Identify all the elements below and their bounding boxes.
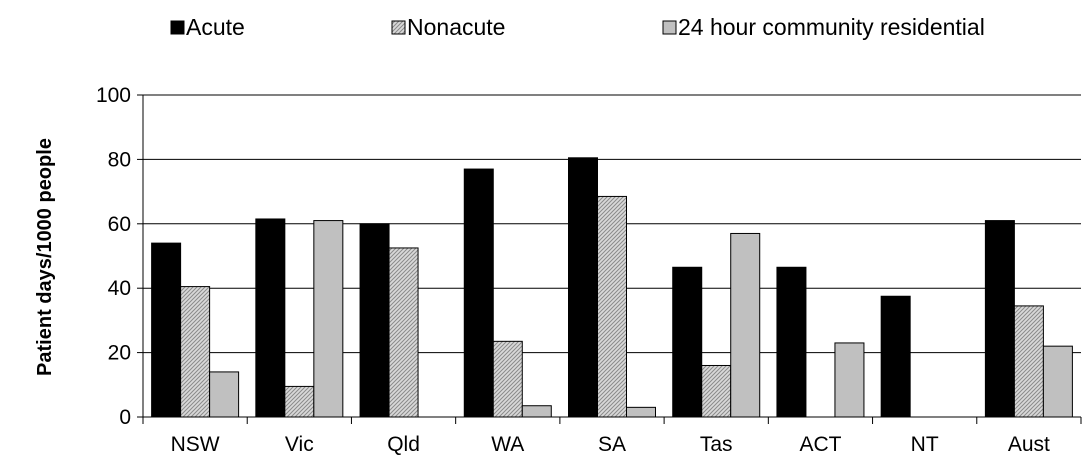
bar-acute-aust [984, 220, 1015, 418]
legend: Acute Nonacute 24 hour community residen… [170, 14, 985, 40]
y-tick-label: 20 [108, 342, 131, 365]
legend-swatch-nonacute [391, 20, 406, 35]
y-axis-title: Patient days/1000 people [34, 138, 56, 376]
x-tick-label: WA [491, 433, 524, 456]
x-tick-label: Aust [1008, 433, 1050, 456]
bar-acute-qld [359, 223, 390, 418]
bar-nonacute-tas [701, 364, 732, 418]
y-tick-label: 60 [108, 213, 131, 236]
y-tick-label: 40 [108, 277, 131, 300]
y-tick-label: 80 [108, 148, 131, 171]
y-tick-label: 0 [119, 406, 131, 429]
bar-24-hour-community-residential-wa [521, 405, 552, 418]
legend-label-residential: 24 hour community residential [678, 14, 985, 40]
bar-nonacute-wa [492, 340, 523, 418]
bar-acute-sa [568, 157, 598, 418]
x-tick-label: SA [598, 433, 626, 456]
bar-acute-nsw [151, 242, 182, 418]
legend-label-nonacute: Nonacute [407, 14, 505, 40]
legend-swatch-acute [170, 20, 185, 35]
legend-swatch-residential [662, 20, 677, 35]
bar-acute-wa [463, 168, 494, 418]
x-tick-label: NT [911, 433, 939, 456]
legend-label-acute: Acute [186, 14, 245, 40]
bar-24-hour-community-residential-aust [1042, 345, 1073, 418]
y-tick-label: 100 [96, 84, 131, 107]
bar-nonacute-sa [597, 195, 627, 418]
bar-24-hour-community-residential-vic [313, 220, 344, 418]
x-tick-label: Qld [387, 433, 420, 456]
bar-acute-act [776, 266, 807, 418]
bar-nonacute-aust [1013, 305, 1044, 418]
x-tick-label: ACT [799, 433, 841, 456]
bar-acute-tas [672, 266, 703, 418]
bar-24-hour-community-residential-sa [626, 406, 656, 418]
bar-24-hour-community-residential-tas [730, 232, 761, 418]
bar-acute-nt [880, 295, 911, 418]
x-tick-label: Tas [700, 433, 733, 456]
bar-nonacute-qld [388, 247, 419, 418]
bar-acute-vic [255, 218, 286, 418]
axes: 0 20 40 60 80 100 NSW Vic Qld WA SA Tas ACT NT Aust [96, 84, 1082, 456]
bar-24-hour-community-residential-nsw [209, 371, 240, 418]
bars [151, 157, 1073, 418]
bar-nonacute-vic [284, 385, 315, 418]
bar-24-hour-community-residential-act [834, 342, 865, 418]
x-tick-label: NSW [171, 433, 220, 456]
bar-nonacute-nsw [180, 286, 211, 418]
x-tick-label: Vic [285, 433, 314, 456]
